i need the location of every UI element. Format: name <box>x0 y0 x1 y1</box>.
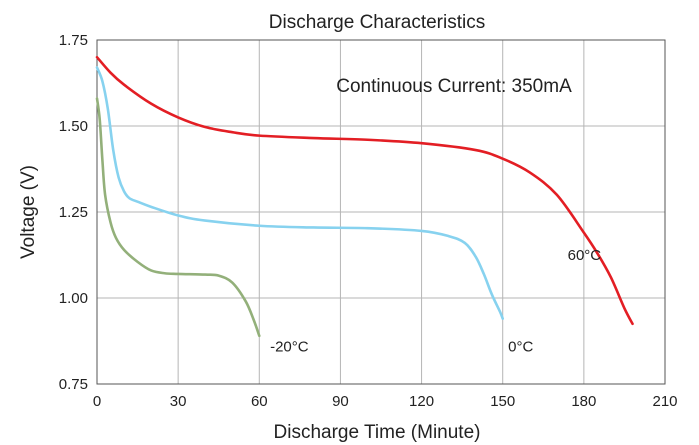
series-lines <box>95 55 634 338</box>
tick-labels: 0 30 60 90 120 150 180 210 0.75 1.00 1.25 1.50 1.75 <box>59 32 678 410</box>
x-axis-title: Discharge Time (Minute) <box>274 422 481 443</box>
series-label: 0°C <box>508 338 533 355</box>
x-tick-label: 120 <box>409 393 434 410</box>
x-tick-label: 60 <box>251 393 268 410</box>
x-tick-label: 210 <box>652 393 677 410</box>
y-tick-label: 1.00 <box>59 290 88 307</box>
current-annotation: Continuous Current: 350mA <box>336 76 572 97</box>
series-label: 60°C <box>568 247 602 264</box>
x-tick-label: 180 <box>571 393 596 410</box>
series-line <box>95 55 634 326</box>
y-axis-title: Voltage (V) <box>18 165 39 259</box>
x-tick-label: 30 <box>170 393 187 410</box>
y-tick-label: 1.25 <box>59 204 88 221</box>
chart-title: Discharge Characteristics <box>269 12 485 33</box>
series-line <box>95 66 505 320</box>
y-tick-label: 0.75 <box>59 376 88 393</box>
y-tick-label: 1.50 <box>59 118 88 135</box>
series-labels: 60°C 0°C -20°C <box>270 247 601 355</box>
plot-frame <box>96 39 666 385</box>
y-tick-label: 1.75 <box>59 32 88 49</box>
x-tick-label: 90 <box>332 393 349 410</box>
series-label: -20°C <box>270 338 309 355</box>
x-tick-label: 0 <box>93 393 101 410</box>
x-tick-label: 150 <box>490 393 515 410</box>
series-line <box>95 97 261 338</box>
